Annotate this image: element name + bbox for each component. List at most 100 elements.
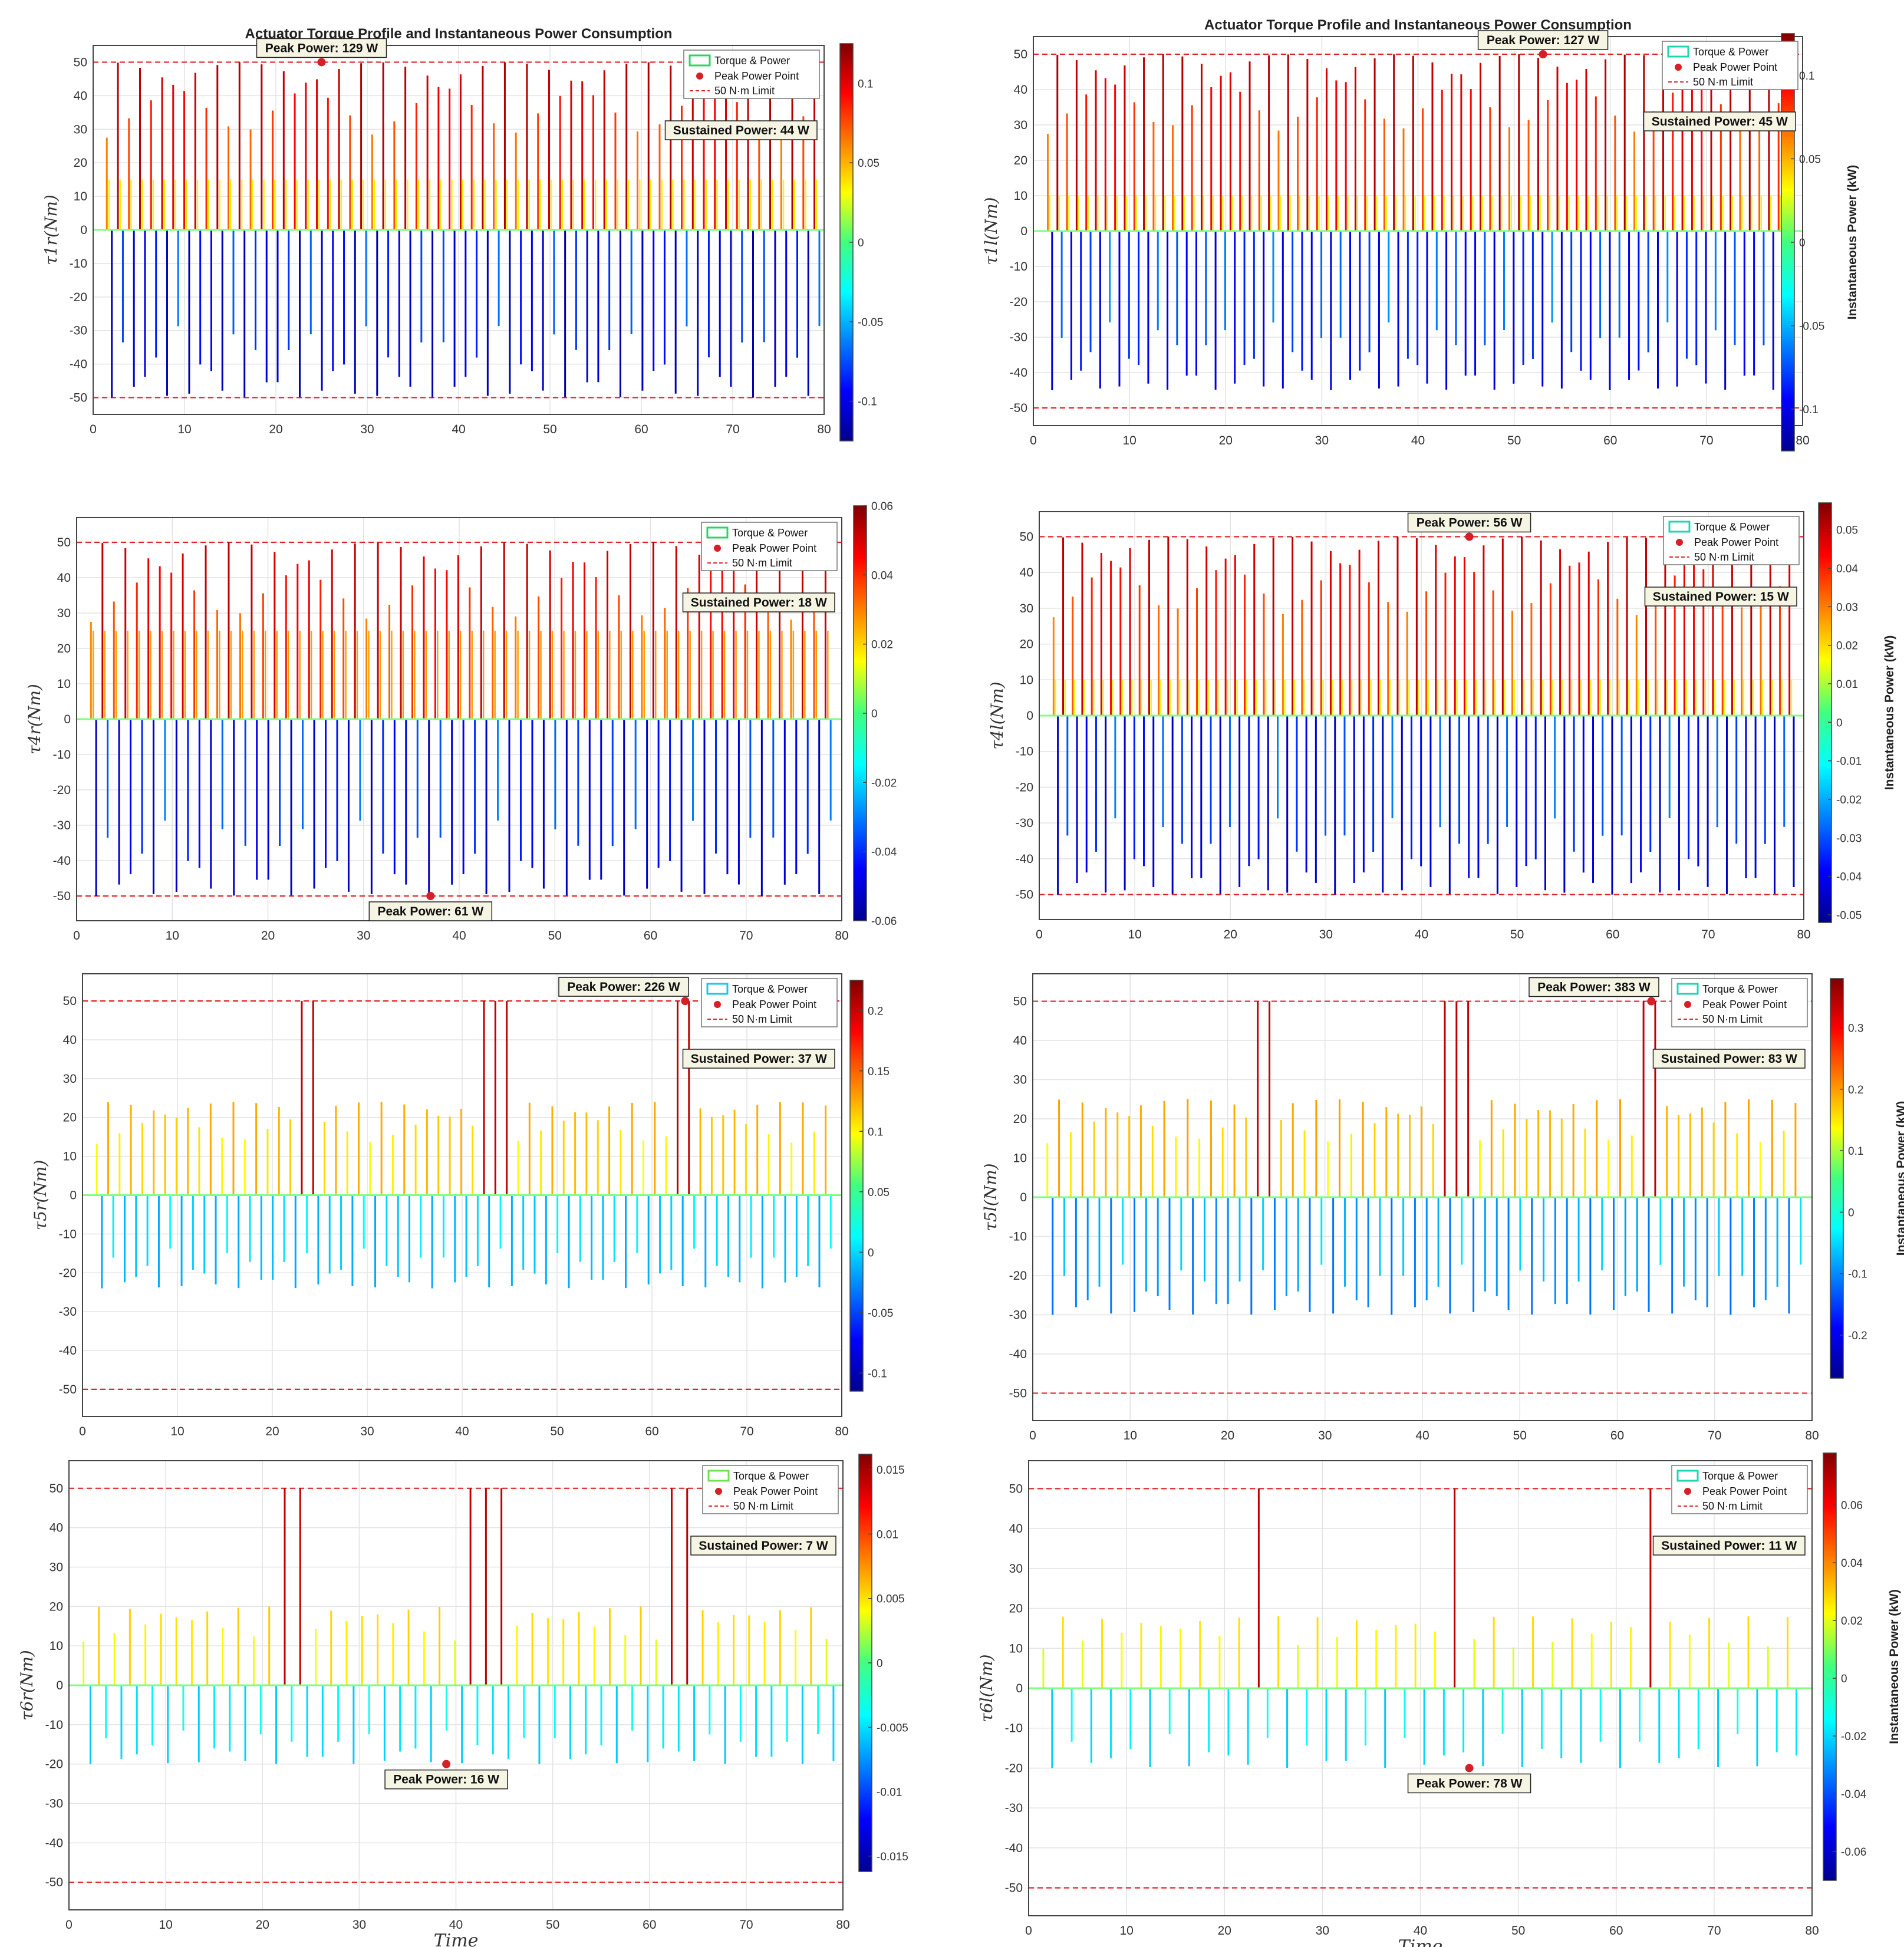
legend-label: Torque & Power bbox=[1693, 46, 1768, 58]
y-tick-label: -20 bbox=[59, 1266, 77, 1280]
chart-panel-2: 0 10 20 30 40 50 60 70 80 -50 -40 -30 -20 -10 0 10 20 30 4… bbox=[981, 17, 1859, 452]
legend-label: 50 N·m Limit bbox=[732, 557, 792, 569]
legend-label: Torque & Power bbox=[1702, 1470, 1778, 1482]
colorbar-tick-label: 0.06 bbox=[1841, 1500, 1863, 1512]
torque-series bbox=[1033, 54, 1803, 390]
torque-series bbox=[83, 1001, 842, 1289]
axes-box bbox=[82, 973, 842, 1417]
legend-swatch-peak bbox=[714, 545, 721, 552]
x-tick-label: 40 bbox=[1415, 1429, 1429, 1442]
x-tick-label: 60 bbox=[645, 1425, 658, 1438]
y-tick-label: 10 bbox=[50, 1639, 63, 1653]
x-tick-label: 50 bbox=[1511, 1924, 1525, 1938]
x-tick-label: 0 bbox=[1036, 928, 1043, 941]
y-tick-label: 10 bbox=[1009, 1642, 1023, 1655]
colorbar-tick-label: -0.05 bbox=[858, 317, 883, 329]
y-tick-label: 0 bbox=[56, 1679, 63, 1692]
peak-power-label: Peak Power: 129 W bbox=[265, 41, 378, 55]
colorbar-tick-label: -0.1 bbox=[858, 396, 877, 408]
y-tick-label: -20 bbox=[53, 783, 71, 797]
y-tick-label: -50 bbox=[1010, 401, 1027, 415]
colorbar-tick-label: 0.01 bbox=[877, 1528, 898, 1541]
x-tick-label: 40 bbox=[1415, 928, 1428, 941]
legend-label: Peak Power Point bbox=[1702, 999, 1787, 1010]
colorbar-tick-label: 0.06 bbox=[871, 500, 893, 513]
x-tick-label: 70 bbox=[726, 423, 739, 436]
legend-swatch-series bbox=[1667, 45, 1689, 58]
colorbar-tick-label: 0.02 bbox=[1841, 1615, 1863, 1628]
colorbar-tick-label: 0.04 bbox=[1836, 563, 1858, 575]
axes-box bbox=[1032, 973, 1813, 1421]
axes-box bbox=[93, 45, 825, 415]
x-tick-label: 30 bbox=[357, 929, 370, 943]
colorbar-tick-label: 0.005 bbox=[877, 1593, 905, 1606]
sustained-power-label: Sustained Power: 15 W bbox=[1653, 590, 1789, 604]
colorbar-label: Instantaneous Power (kW) bbox=[1883, 635, 1896, 790]
colorbar-tick-label: -0.02 bbox=[1841, 1731, 1866, 1743]
y-tick-label: -20 bbox=[70, 291, 87, 304]
peak-power-box bbox=[1407, 1773, 1531, 1794]
legend-label: 50 N·m Limit bbox=[1693, 76, 1753, 88]
chart-panel-7: 0 10 20 30 40 50 60 70 80 -50 -40 -30 -20 -10 0 10 20 30 4… bbox=[17, 1454, 908, 1947]
peak-power-point bbox=[1465, 1764, 1474, 1773]
colorbar-tick-label: 0.1 bbox=[1848, 1145, 1863, 1158]
colorbar-tick-label: 0.2 bbox=[868, 1005, 883, 1017]
x-tick-label: 80 bbox=[836, 1918, 849, 1932]
legend-swatch-series bbox=[1668, 520, 1691, 533]
x-tick-label: 50 bbox=[1513, 1429, 1527, 1442]
colorbar-tick-label: 0 bbox=[871, 708, 878, 720]
colorbar-tick-label: -0.01 bbox=[877, 1787, 902, 1799]
colorbar-tick-label: -0.01 bbox=[1836, 756, 1862, 768]
y-tick-label: -40 bbox=[53, 854, 71, 868]
x-axis-label: Time bbox=[1398, 1936, 1443, 1947]
legend-label: Torque & Power bbox=[732, 983, 808, 995]
x-tick-label: 40 bbox=[452, 929, 466, 943]
peak-power-label: Peak Power: 61 W bbox=[377, 905, 483, 918]
sustained-power-box bbox=[1652, 1049, 1806, 1069]
y-tick-label: 0 bbox=[1020, 225, 1027, 238]
y-tick-label: 40 bbox=[1013, 1034, 1027, 1047]
y-tick-label: 20 bbox=[50, 1600, 63, 1613]
axes-box bbox=[68, 1460, 844, 1910]
y-tick-label: -50 bbox=[45, 1876, 63, 1889]
y-tick-label: -20 bbox=[1016, 780, 1033, 794]
peak-power-box bbox=[1529, 977, 1659, 997]
colorbar-tick-label: 0 bbox=[1799, 237, 1806, 249]
colorbar-tick-label: -0.015 bbox=[877, 1851, 908, 1863]
colorbar-tick-label: -0.1 bbox=[868, 1368, 887, 1380]
sustained-power-label: Sustained Power: 11 W bbox=[1661, 1539, 1797, 1553]
y-tick-label: -50 bbox=[1016, 888, 1033, 902]
colorbar-tick-label: 0.1 bbox=[858, 78, 873, 90]
legend-label: Torque & Power bbox=[714, 55, 790, 67]
x-tick-label: 10 bbox=[1119, 1924, 1133, 1938]
colorbar-tick-label: -0.1 bbox=[1848, 1269, 1867, 1281]
colorbar-tick-label: 0 bbox=[1848, 1207, 1854, 1219]
peak-power-point bbox=[426, 892, 435, 900]
legend-swatch-series bbox=[1676, 1470, 1699, 1482]
y-tick-label: 40 bbox=[57, 571, 71, 585]
y-tick-label: -50 bbox=[1009, 1386, 1027, 1400]
x-tick-label: 10 bbox=[159, 1918, 172, 1932]
y-tick-label: 0 bbox=[70, 1189, 77, 1203]
y-tick-label: 30 bbox=[74, 123, 87, 136]
x-tick-label: 10 bbox=[1128, 928, 1141, 941]
y-tick-label: 10 bbox=[57, 677, 71, 691]
x-tick-label: 50 bbox=[1507, 434, 1521, 447]
colorbar bbox=[1818, 502, 1832, 923]
y-tick-label: 40 bbox=[50, 1521, 63, 1535]
y-tick-label: 20 bbox=[74, 156, 87, 170]
y-tick-label: -10 bbox=[70, 257, 87, 271]
legend-swatch-peak bbox=[1676, 539, 1683, 546]
y-tick-label: 20 bbox=[1009, 1602, 1023, 1616]
peak-power-label: Peak Power: 383 W bbox=[1537, 981, 1651, 994]
colorbar-tick-label: 0 bbox=[877, 1658, 883, 1670]
colorbar-tick-label: 0 bbox=[1841, 1673, 1847, 1685]
y-tick-label: -10 bbox=[53, 748, 71, 762]
y-tick-label: 50 bbox=[1009, 1482, 1023, 1495]
chart-panel-1: 0 10 20 30 40 50 60 70 80 -50 -40 -30 -20 -10 0 10 20 30 4… bbox=[41, 26, 883, 442]
legend-label: 50 N·m Limit bbox=[1702, 1013, 1763, 1025]
chart-panel-6: 0 10 20 30 40 50 60 70 80 -50 -40 -30 -20 -10 0 10 20 30 4… bbox=[981, 973, 1904, 1442]
y-tick-label: -10 bbox=[45, 1718, 63, 1732]
colorbar-tick-label: 0.05 bbox=[868, 1187, 890, 1199]
legend-box bbox=[1662, 41, 1798, 90]
